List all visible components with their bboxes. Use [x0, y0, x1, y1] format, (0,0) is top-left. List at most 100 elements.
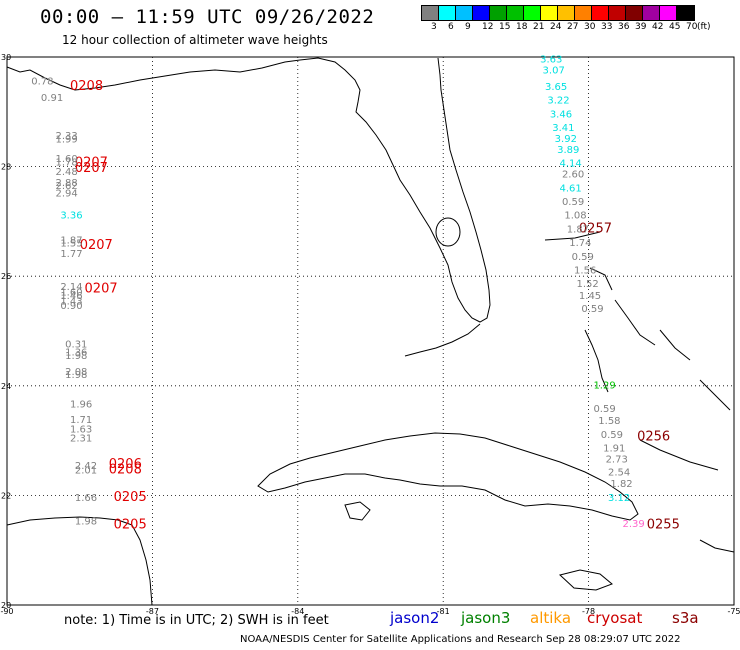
pass-number-label: 0205 — [114, 490, 147, 505]
wave-height-value: 0.59 — [562, 197, 584, 208]
wave-height-value: 0.91 — [41, 93, 63, 104]
wave-height-value: 1.63 — [70, 424, 92, 435]
wave-height-value: 2.39 — [623, 519, 645, 530]
colorbar-swatch — [507, 6, 524, 20]
colorbar-tick-label: 21 — [533, 22, 545, 32]
colorbar-tick-label: 70 — [686, 22, 698, 32]
colorbar-swatch — [490, 6, 507, 20]
satellite-legend-cryosat: cryosat — [587, 609, 643, 627]
wave-height-value: 1.60 — [60, 287, 82, 298]
wave-height-value: 2.88 — [55, 178, 77, 189]
wave-height-value: 1.52 — [576, 279, 598, 290]
colorbar-swatch — [456, 6, 473, 20]
pass-number-label: 0207 — [75, 161, 108, 176]
jamaica-coastline — [558, 569, 613, 591]
lat-tick-label: 24 — [1, 382, 11, 391]
wave-height-value: 3.36 — [60, 211, 82, 222]
colorbar-unit: (ft) — [697, 22, 711, 32]
colorbar-tick-label: 24 — [550, 22, 562, 32]
map-subtitle: 12 hour collection of altimeter wave hei… — [62, 33, 328, 47]
colorbar-tick-label: 12 — [482, 22, 494, 32]
colorbar-tick-label: 42 — [652, 22, 664, 32]
colorbar-tick-label: 45 — [669, 22, 681, 32]
pass-number-label: 0208 — [109, 462, 142, 477]
wave-height-value: 1.98 — [65, 370, 87, 381]
colorbar-swatch — [592, 6, 609, 20]
colorbar-tick-label: 36 — [618, 22, 630, 32]
coastlines — [6, 57, 735, 606]
colorbar-swatch — [558, 6, 575, 20]
grid-lines — [6, 56, 735, 606]
wave-height-value: 1.58 — [598, 416, 620, 427]
wave-height-value: 4.61 — [560, 183, 582, 194]
pass-number-label: 0256 — [637, 430, 670, 445]
florida-keys — [404, 323, 481, 357]
pass-number-label: 0205 — [114, 517, 147, 532]
florida-coastline — [6, 57, 491, 323]
isle-of-youth — [344, 501, 371, 521]
lon-tick-label: -81 — [437, 607, 450, 616]
pass-number-label: 0255 — [647, 517, 680, 532]
wave-height-value: 4.14 — [560, 159, 582, 170]
colorbar-swatch — [422, 6, 439, 20]
wave-height-value: 2.31 — [70, 434, 92, 445]
pass-number-label: 0207 — [85, 282, 118, 297]
colorbar-tick-label: 3 — [431, 22, 437, 32]
wave-height-value: 2.73 — [606, 455, 628, 466]
satellite-legend-s3a: s3a — [672, 609, 699, 627]
wave-height-value: 2.01 — [75, 465, 97, 476]
wave-height-value: 0.90 — [60, 301, 82, 312]
hispaniola-coastline — [699, 539, 735, 553]
wave-height-value: 1.29 — [593, 381, 615, 392]
wave-height-value: 1.87 — [60, 235, 82, 246]
lat-tick-label: 22 — [1, 491, 11, 500]
lat-tick-label: 28 — [1, 163, 11, 172]
wave-height-value: 3.22 — [547, 96, 569, 107]
wave-height-value: 3.46 — [550, 109, 572, 120]
wave-height-value: 3.89 — [557, 145, 579, 156]
cuba-coastline — [257, 432, 639, 521]
lon-tick-label: -90 — [0, 607, 13, 616]
colorbar-swatch — [609, 6, 626, 20]
wave-height-value: 1.08 — [564, 211, 586, 222]
wave-height-value: 2.62 — [55, 181, 77, 192]
track-labels: 0208020702070207020702060208020502050257… — [70, 79, 680, 532]
lon-tick-label: -78 — [582, 607, 595, 616]
colorbar-swatch — [575, 6, 592, 20]
axis-labels: -90 -87 -84 -81 -78 -75 30 28 26 24 22 20 — [0, 53, 740, 616]
wave-height-value: 1.98 — [65, 351, 87, 362]
wave-height-value: 3.65 — [545, 82, 567, 93]
pass-number-label: 0208 — [70, 79, 103, 94]
wave-height-value: 2.08 — [65, 367, 87, 378]
wave-height-value: 3.63 — [540, 54, 562, 65]
wave-height-value: 1.60 — [55, 154, 77, 165]
wave-height-value: 3.07 — [543, 65, 565, 76]
colorbar-tick-label: 9 — [465, 22, 471, 32]
colorbar-tick-label: 27 — [567, 22, 579, 32]
lat-tick-label: 20 — [1, 601, 11, 610]
wave-height-value: 2.14 — [60, 282, 82, 293]
colorbar-swatch — [643, 6, 660, 20]
pass-number-label: 0206 — [109, 457, 142, 472]
map-frame — [6, 56, 735, 606]
wave-height-value: 3.41 — [552, 123, 574, 134]
colorbar-tick-label: 30 — [584, 22, 596, 32]
satellite-legend-jason3: jason3 — [461, 609, 511, 627]
bahamas-islands — [544, 231, 731, 471]
wave-height-value: 3.92 — [555, 134, 577, 145]
colorbar-swatch — [677, 6, 694, 20]
legend-note: note: 1) Time is in UTC; 2) SWH is in fe… — [64, 613, 329, 628]
colorbar-swatch — [541, 6, 558, 20]
wave-height-value: 2.33 — [55, 131, 77, 142]
pass-number-label: 0257 — [579, 221, 612, 236]
wave-height-value: 1.45 — [579, 291, 601, 302]
wave-height-value: 2.60 — [562, 170, 584, 181]
lake-okeechobee — [435, 217, 461, 247]
wave-height-value: 0.59 — [593, 404, 615, 415]
lon-tick-label: -75 — [727, 607, 740, 616]
colorbar-tick-label: 33 — [601, 22, 613, 32]
wave-height-value: 1.77 — [60, 249, 82, 260]
colorbar — [421, 5, 695, 21]
yucatan-coastline — [6, 516, 153, 606]
